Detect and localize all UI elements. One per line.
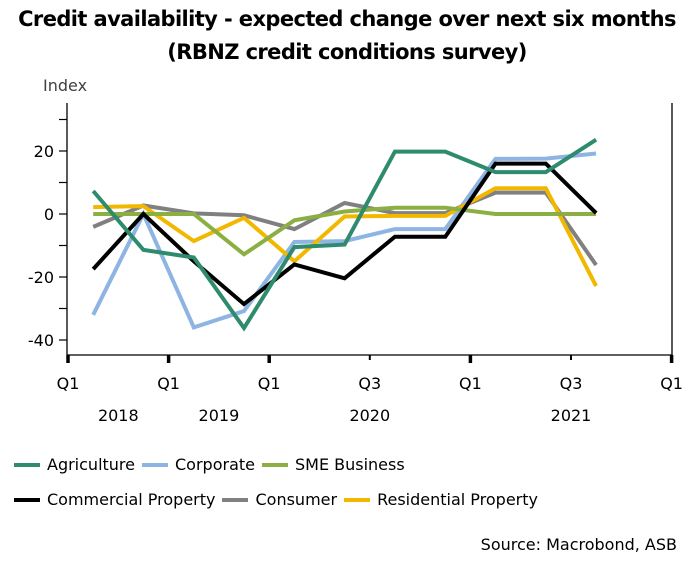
legend-item-sme-business: SME Business — [261, 455, 405, 474]
legend-swatch-consumer — [222, 497, 249, 502]
x-tick-label: Q1 — [660, 374, 683, 393]
legend-label-residential-property: Residential Property — [377, 490, 538, 509]
legend-label-corporate: Corporate — [175, 455, 255, 474]
legend-swatch-commercial-property — [14, 497, 40, 502]
legend-row-2: Commercial Property Consumer Residential… — [14, 490, 545, 509]
x-tick-label: Q1 — [57, 374, 80, 393]
legend-item-consumer: Consumer — [222, 490, 337, 509]
legend-swatch-residential-property — [344, 497, 371, 502]
chart-title: Credit availability - expected change ov… — [18, 7, 676, 31]
source-note: Source: Macrobond, ASB — [480, 535, 677, 554]
chart-subtitle: (RBNZ credit conditions survey) — [167, 40, 527, 64]
series-lines — [91, 138, 598, 332]
chart-plot: 20 0 -20 -40 Q1 Q1 Q1 Q3 Q1 Q3 Q1 2018 2019 2020 2021 — [28, 103, 683, 425]
legend-swatch-agriculture — [14, 462, 40, 467]
x-tick-label: Q3 — [560, 374, 583, 393]
x-tick-label: Q1 — [459, 374, 482, 393]
x-tick-label: Q1 — [157, 374, 180, 393]
series-line-sme-business — [93, 205, 597, 257]
y-axis-label: Index — [43, 76, 88, 95]
x-tick-label: Q3 — [358, 374, 381, 393]
series-line-residential-property — [93, 186, 598, 288]
x-year-label: 2020 — [349, 406, 390, 425]
legend-label-sme-business: SME Business — [294, 455, 405, 474]
legend-label-consumer: Consumer — [255, 490, 338, 509]
x-year-label: 2021 — [551, 406, 592, 425]
legend-item-corporate: Corporate — [142, 455, 255, 474]
series-line-consumer — [92, 190, 598, 267]
y-tick-label: -20 — [28, 268, 54, 287]
y-tick-label: -40 — [28, 331, 54, 350]
legend-row-1: Agriculture Corporate SME Business — [14, 455, 412, 474]
legend-swatch-corporate — [142, 462, 168, 467]
legend-label-agriculture: Agriculture — [47, 455, 135, 474]
legend-swatch-sme-business — [261, 462, 288, 467]
legend-item-residential-property: Residential Property — [344, 490, 538, 509]
axes: 20 0 -20 -40 — [28, 103, 674, 363]
legend-item-commercial-property: Commercial Property — [14, 490, 215, 509]
legend-item-agriculture: Agriculture — [14, 455, 135, 474]
series-line-commercial-property — [91, 161, 598, 307]
series-line-agriculture — [91, 138, 598, 332]
x-tick-labels: Q1 Q1 Q1 Q3 Q1 Q3 Q1 2018 2019 2020 2021 — [57, 374, 683, 425]
y-tick-label: 20 — [34, 142, 54, 161]
x-year-label: 2019 — [199, 406, 240, 425]
legend-label-commercial-property: Commercial Property — [47, 490, 216, 509]
x-year-label: 2018 — [98, 406, 139, 425]
x-tick-label: Q1 — [258, 374, 281, 393]
y-tick-label: 0 — [44, 205, 54, 224]
